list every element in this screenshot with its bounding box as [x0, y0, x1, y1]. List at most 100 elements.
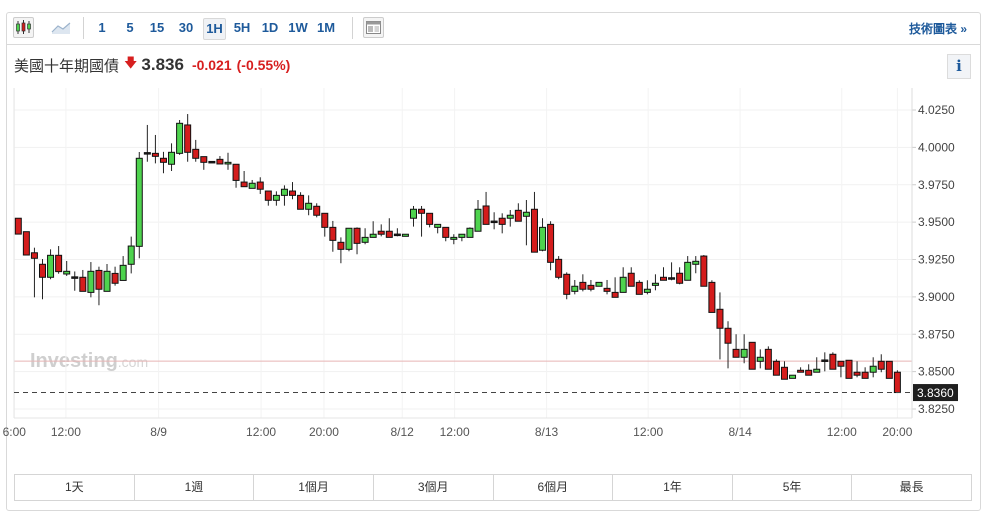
candle-body [264, 190, 272, 201]
candle-body [47, 254, 55, 278]
candle-body [176, 122, 184, 154]
candle [522, 199, 530, 246]
candle [555, 256, 563, 280]
candle-body [409, 208, 417, 219]
candle [853, 361, 861, 378]
interval-1[interactable]: 1 [98, 20, 106, 35]
interval-1d[interactable]: 1D [261, 20, 279, 35]
candle-body [305, 202, 313, 210]
candle-body [627, 272, 635, 287]
candle [660, 267, 667, 281]
candle [668, 262, 676, 281]
range-1-month[interactable]: 1個月 [254, 475, 374, 500]
candle [885, 360, 893, 379]
range-1-week[interactable]: 1週 [135, 475, 255, 500]
interval-1m[interactable]: 1M [316, 20, 336, 35]
candle-body [280, 188, 288, 196]
candle-body [127, 245, 135, 265]
range-3-months[interactable]: 3個月 [374, 475, 494, 500]
candle-body [159, 157, 167, 163]
candle [692, 256, 700, 274]
candle [877, 354, 885, 373]
range-max[interactable]: 最長 [899, 480, 924, 494]
candle [700, 255, 708, 287]
candle-body [789, 374, 797, 379]
range-1-day[interactable]: 1天 [15, 475, 135, 500]
candle-body [740, 348, 748, 358]
candle-body [426, 212, 434, 225]
candle-body [95, 269, 103, 290]
candle [684, 256, 692, 281]
candle [38, 259, 46, 300]
candle [184, 114, 192, 162]
candle-body [522, 211, 530, 217]
candle-body [135, 157, 143, 247]
interval-1h[interactable]: 1H [203, 18, 226, 40]
info-button[interactable]: i [947, 54, 971, 79]
candle [893, 370, 901, 394]
candle [474, 199, 482, 232]
candle [426, 212, 434, 228]
candle-body [272, 194, 280, 201]
candle-body [111, 272, 119, 284]
range-1-year[interactable]: 1年 [613, 475, 733, 500]
candle-body [732, 348, 740, 358]
candle [732, 334, 740, 358]
range-5-years[interactable]: 5年 [733, 475, 853, 500]
candle-body [377, 230, 385, 235]
candle [571, 279, 579, 295]
candle-body [168, 151, 176, 165]
candle-body [313, 205, 321, 216]
candle-body [555, 258, 563, 278]
candle-body [837, 360, 845, 367]
candle-body [63, 270, 71, 275]
candle [135, 152, 143, 259]
candle-body [756, 356, 764, 362]
area-chart-icon[interactable] [51, 17, 72, 38]
layout-icon[interactable] [363, 17, 384, 38]
candle-body [498, 217, 506, 225]
candle-body [329, 226, 337, 241]
x-tick-label: 12:00 [440, 425, 470, 439]
candle-body [248, 182, 256, 189]
candle [393, 228, 401, 237]
toolbar-divider [83, 17, 84, 39]
time-range-selector: 1天 1週 1個月 3個月 6個月 1年 5年 最長 [14, 474, 972, 501]
candle [103, 263, 111, 292]
candle [450, 234, 458, 245]
candle-body [764, 348, 772, 370]
interval-1w[interactable]: 1W [288, 20, 308, 35]
candle-body [119, 264, 127, 281]
candle [192, 139, 200, 162]
candle-body [337, 241, 345, 250]
candle-body [668, 277, 676, 280]
candle-body [224, 161, 232, 165]
candle-body [651, 282, 659, 286]
interval-5[interactable]: 5 [126, 20, 134, 35]
candle-body [490, 220, 498, 224]
candle [813, 357, 821, 373]
candlestick-chart[interactable]: 4.0250 4.0000 3.9750 3.9500 3.9250 3.9000 3.87… [0, 84, 985, 444]
technical-chart-link[interactable]: 技術圖表 » [908, 22, 967, 36]
x-tick-label: 6:00 [3, 425, 27, 439]
instrument-header: 美國十年期國債 🡇 3.836 -0.021 (-0.55%) [14, 54, 290, 76]
range-6-months[interactable]: 6個月 [494, 475, 614, 500]
candle [434, 223, 442, 234]
candle-body [418, 208, 426, 214]
candle [490, 212, 498, 230]
candle-body [563, 273, 571, 295]
candle [595, 281, 603, 287]
interval-5h[interactable]: 5H [233, 20, 251, 35]
candle [780, 361, 788, 380]
candle-body [361, 236, 369, 243]
candle-body [643, 288, 651, 293]
candle [724, 321, 732, 369]
interval-15[interactable]: 15 [149, 20, 165, 35]
price-change-percent: (-0.55%) [236, 57, 291, 73]
candle [506, 210, 514, 227]
x-tick-label: 8/14 [728, 425, 752, 439]
candle [772, 359, 780, 376]
interval-30[interactable]: 30 [178, 20, 194, 35]
x-tick-label: 8/13 [535, 425, 559, 439]
candlestick-icon[interactable] [13, 17, 34, 38]
